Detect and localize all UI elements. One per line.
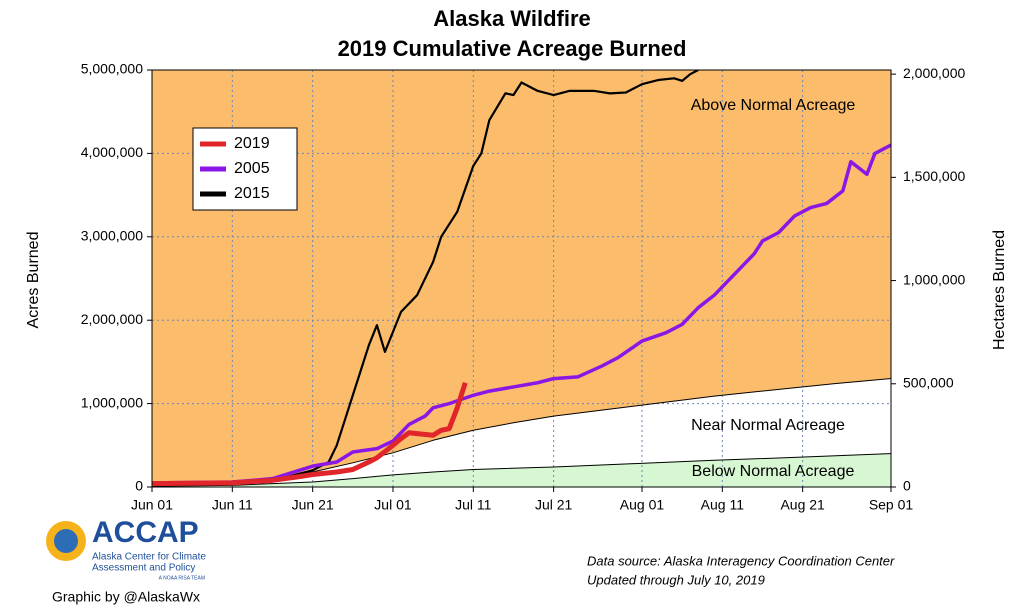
y-tick-label: 1,000,000: [81, 394, 143, 410]
plot-area: [152, 70, 891, 487]
chart-title: 2019 Cumulative Acreage Burned: [338, 36, 687, 61]
normal-lower-line: [152, 453, 891, 487]
annotation: Above Normal Acreage: [691, 97, 856, 114]
y2-tick-label: 500,000: [903, 374, 954, 390]
legend: 2019 2005 2015: [192, 127, 298, 211]
x-tick-label: Jun 21: [292, 497, 334, 513]
x-tick-label: Jul 11: [455, 497, 492, 513]
series-line: [152, 143, 891, 485]
legend-label: 2019: [234, 135, 270, 152]
x-tick-label: Jun 01: [131, 497, 173, 513]
legend-label: 2015: [234, 185, 270, 202]
below-normal-area: [152, 453, 891, 487]
y2-tick-label: 2,000,000: [903, 65, 965, 81]
y-tick-label: 2,000,000: [81, 311, 143, 327]
y2-tick-label: 1,000,000: [903, 271, 965, 287]
x-tick-label: Jun 11: [212, 497, 253, 513]
plot-frame: [151, 69, 892, 488]
x-tick-label: Jul 01: [374, 497, 412, 513]
annotation: Below Normal Acreage: [692, 463, 855, 480]
credit: Graphic by @AlaskaWx: [52, 589, 200, 605]
x-tick-label: Aug 21: [780, 497, 825, 513]
source: Updated through July 10, 2019: [587, 572, 765, 587]
logo-tag: A NOAA RISA TEAM: [159, 575, 205, 581]
y-tick-label: 4,000,000: [81, 144, 143, 160]
x-tick-label: Aug 11: [701, 497, 745, 513]
series-line: [152, 70, 699, 487]
y-tick-label: 5,000,000: [81, 61, 143, 77]
x-tick-label: Aug 01: [620, 497, 665, 513]
series-line: [152, 381, 468, 487]
near-normal-area: [152, 378, 891, 487]
y2-tick-label: 1,500,000: [903, 168, 965, 184]
logo-name: ACCAP: [92, 516, 199, 549]
y-tick-label: 0: [135, 478, 143, 494]
y2-axis-label: Hectares Burned: [991, 230, 1008, 350]
x-tick-label: Sep 01: [869, 497, 914, 513]
logo-text: Assessment and Policy: [92, 563, 195, 574]
source: Data source: Alaska Interagency Coordina…: [587, 553, 895, 568]
logo: ACCAP Alaska Center for Climate Assessme…: [46, 516, 206, 581]
x-tick-label: Jul 21: [535, 497, 573, 513]
legend-label: 2005: [234, 160, 270, 177]
series-layer: [152, 70, 891, 487]
chart-title: Alaska Wildfire: [433, 6, 591, 31]
y2-tick-label: 0: [903, 478, 911, 494]
annotation: Near Normal Acreage: [691, 417, 845, 434]
y-tick-label: 3,000,000: [81, 228, 143, 244]
y-axis-label: Acres Burned: [25, 232, 42, 329]
logo-flake: [54, 529, 78, 553]
logo-text: Alaska Center for Climate: [92, 552, 206, 563]
